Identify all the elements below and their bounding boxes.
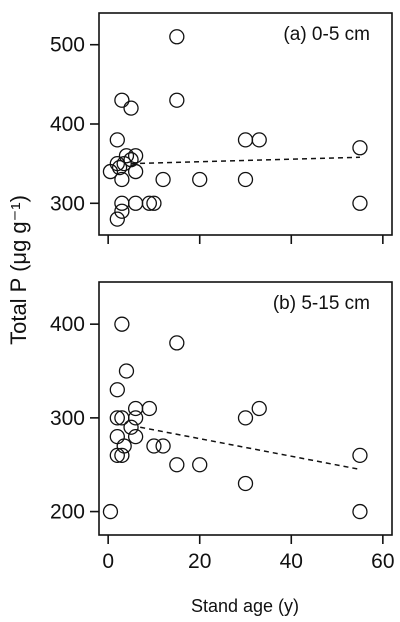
data-point [118, 148, 135, 164]
data-point [352, 447, 368, 464]
data-point [155, 171, 171, 188]
trendline [131, 156, 360, 165]
data-point [109, 382, 125, 398]
y-tick-label: 300 [50, 192, 85, 215]
data-point [109, 132, 125, 148]
data-point [114, 195, 130, 211]
data-point [169, 335, 185, 351]
data-point [169, 29, 185, 45]
data-point [109, 211, 125, 227]
y-tick-label: 300 [50, 407, 85, 430]
panel-a: 300 400 500 (a) 0-5 cm [50, 12, 393, 244]
data-point [127, 410, 144, 426]
panel-b: 200 300 400 0 20 40 60 (b) 5-15 cm [50, 281, 395, 573]
data-point [109, 155, 125, 172]
data-point [237, 475, 254, 492]
x-tick-label: 20 [188, 550, 211, 573]
y-tick-label: 500 [50, 34, 85, 57]
data-point [155, 438, 171, 454]
data-point [237, 410, 254, 426]
data-point [114, 171, 130, 188]
data-point [169, 92, 185, 108]
data-point [192, 171, 208, 188]
trendline [140, 426, 361, 471]
data-point [127, 148, 144, 164]
data-point [127, 428, 144, 445]
data-point [111, 159, 128, 176]
data-point [109, 428, 125, 445]
data-point [114, 92, 130, 108]
data-point [116, 438, 132, 454]
data-point [141, 400, 158, 417]
data-point [114, 203, 130, 219]
data-point [192, 457, 208, 473]
data-point [141, 195, 158, 211]
panel-title: (a) 0-5 cm [283, 24, 370, 45]
data-point [123, 100, 139, 116]
y-tick-label: 400 [50, 113, 85, 136]
data-point [169, 457, 185, 473]
data-point [352, 140, 368, 156]
data-point [127, 163, 144, 180]
data-point [352, 195, 368, 211]
data-point [251, 400, 267, 417]
y-axis-title: Total P (μg g⁻¹) [6, 195, 31, 345]
panel-title: (b) 5-15 cm [273, 293, 370, 314]
data-point [237, 132, 254, 148]
data-point [114, 447, 130, 464]
data-point [127, 195, 144, 211]
plot-frame [98, 281, 393, 536]
y-tick-label: 200 [50, 501, 85, 524]
data-point [123, 419, 139, 435]
data-point [251, 132, 267, 148]
x-tick-label: 40 [280, 550, 303, 573]
data-point [146, 195, 162, 211]
y-tick-label: 400 [50, 313, 85, 336]
x-axis-title: Stand age (y) [191, 596, 299, 616]
data-point [237, 171, 254, 188]
data-point [352, 503, 368, 520]
data-point [102, 503, 119, 520]
x-tick-label: 0 [102, 550, 114, 573]
data-point [114, 316, 130, 332]
data-point [146, 438, 162, 454]
data-point [109, 410, 125, 426]
data-point [118, 363, 135, 379]
x-tick-label: 60 [371, 550, 394, 573]
